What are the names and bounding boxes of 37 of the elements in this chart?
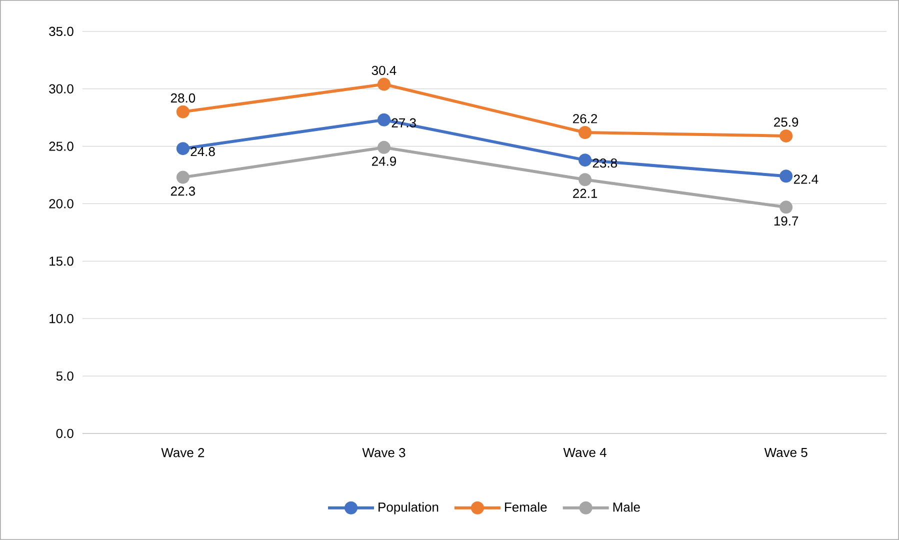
data-label: 22.4 xyxy=(794,174,818,184)
y-tick-label: 15.0 xyxy=(50,256,74,266)
legend-label: Population xyxy=(378,502,438,514)
data-label: 24.8 xyxy=(190,147,215,156)
point xyxy=(377,140,390,154)
x-tick-label: Wave 5 xyxy=(764,448,808,458)
data-label: 24.9 xyxy=(372,156,396,166)
y-tick-label: 5.0 xyxy=(56,371,74,381)
legend-label: Male xyxy=(613,502,640,512)
point xyxy=(578,126,592,140)
y-tick-label: 10.0 xyxy=(50,314,74,324)
data-label: 22.3 xyxy=(170,186,196,196)
y-tick-label: 25.0 xyxy=(49,142,74,151)
data-label: 25.9 xyxy=(774,118,798,127)
point xyxy=(578,154,592,167)
data-label: 28.0 xyxy=(170,93,196,103)
x-tick-label: Wave 3 xyxy=(362,448,406,458)
y-tick-label: 35.0 xyxy=(49,26,74,36)
y-tick-label: 0.0 xyxy=(56,428,74,438)
point xyxy=(578,173,592,186)
point xyxy=(780,170,793,183)
x-tick-label: Wave 2 xyxy=(161,448,204,458)
data-label: 22.1 xyxy=(573,188,598,198)
y-tick-label: 20.0 xyxy=(49,199,74,208)
point xyxy=(176,170,190,184)
point xyxy=(780,200,793,214)
legend-label: Female xyxy=(505,502,547,512)
x-tick-label: Wave 4 xyxy=(563,448,606,458)
point xyxy=(176,142,190,156)
data-label: 19.7 xyxy=(774,216,798,226)
point xyxy=(377,78,390,91)
data-label: 26.2 xyxy=(573,114,598,124)
point xyxy=(377,113,390,126)
data-label: 30.4 xyxy=(372,66,396,76)
point xyxy=(176,105,190,118)
y-tick-label: 30.0 xyxy=(49,84,74,94)
point xyxy=(780,129,793,142)
